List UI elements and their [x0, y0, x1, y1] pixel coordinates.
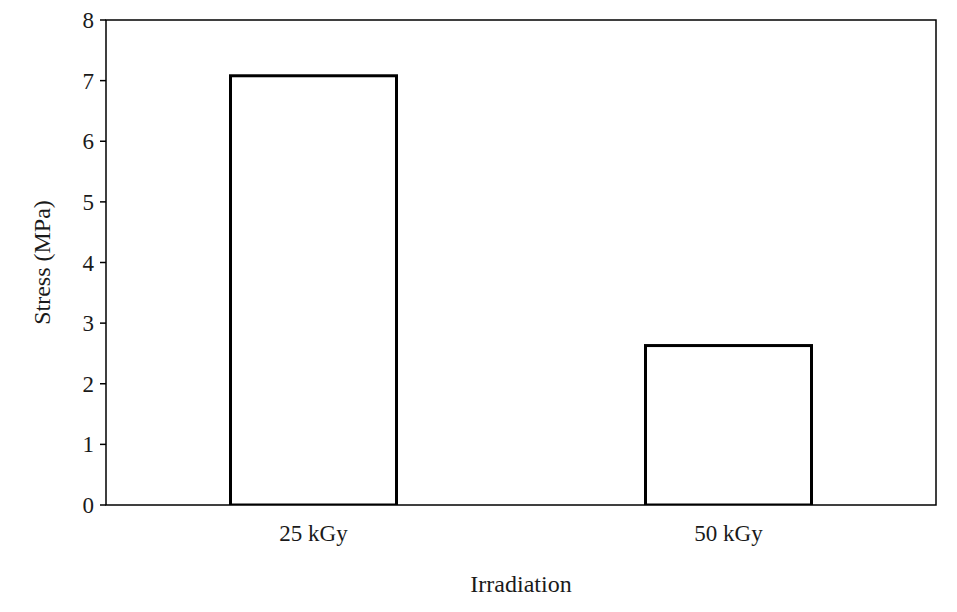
plot-frame: [106, 20, 936, 505]
x-tick-label: 50 kGy: [694, 521, 763, 546]
y-tick: [100, 383, 106, 385]
y-tick-label: 1: [83, 432, 95, 457]
y-tick: [100, 504, 106, 506]
x-tick-label: 25 kGy: [279, 521, 348, 546]
y-tick: [100, 141, 106, 143]
y-tick: [100, 262, 106, 264]
bar: [646, 346, 812, 505]
bars: [231, 76, 812, 505]
y-tick: [100, 201, 106, 203]
y-tick-label: 8: [83, 8, 95, 33]
y-tick: [100, 322, 106, 324]
y-tick-label: 2: [83, 372, 95, 397]
bar: [231, 76, 397, 505]
chart-svg: 0 1 2 3 4 5 6 7 8 25 kGy 50 kGy Irradiation Stress (…: [0, 0, 957, 612]
y-tick-label: 0: [83, 493, 95, 518]
y-tick-label: 5: [83, 190, 95, 215]
y-tick-label: 3: [83, 311, 95, 336]
x-axis-label: Irradiation: [470, 571, 571, 597]
y-tick: [100, 80, 106, 82]
y-tick-label: 4: [83, 251, 95, 276]
y-tick: [100, 444, 106, 446]
chart-container: 0 1 2 3 4 5 6 7 8 25 kGy 50 kGy Irradiation Stress (…: [0, 0, 957, 612]
y-tick-label: 6: [83, 129, 95, 154]
y-tick: [100, 19, 106, 21]
y-axis-label: Stress (MPa): [29, 200, 55, 325]
y-tick-label: 7: [83, 69, 95, 94]
